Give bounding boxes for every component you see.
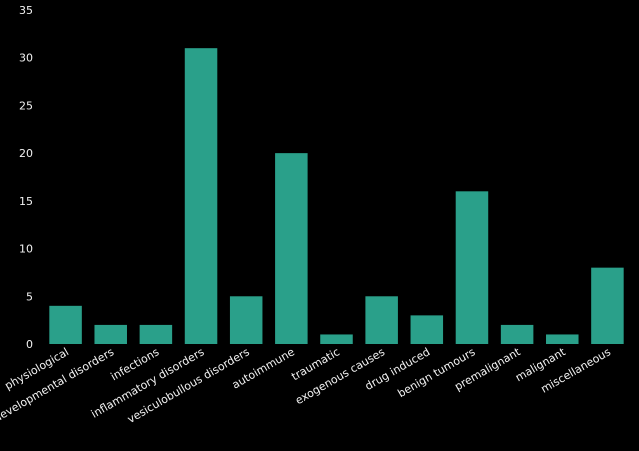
y-tick-label: 25 — [19, 99, 33, 112]
y-tick-label: 5 — [26, 290, 33, 303]
bar-physiological[interactable] — [49, 305, 82, 344]
bar-developmental-disorders[interactable] — [94, 324, 127, 344]
x-tick-label: benign tumours — [395, 345, 477, 400]
bar-autoimmune[interactable] — [275, 153, 308, 344]
bars — [49, 48, 624, 345]
y-tick-label: 20 — [19, 147, 33, 160]
bar-drug-induced[interactable] — [410, 315, 444, 344]
bar-vesiculobullous-disorders[interactable] — [229, 296, 263, 344]
y-tick-label: 35 — [19, 4, 33, 17]
y-tick-label: 30 — [19, 52, 33, 65]
y-tick-label: 15 — [19, 195, 33, 208]
bar-miscellaneous[interactable] — [591, 267, 624, 344]
bar-premalignant[interactable] — [500, 324, 534, 344]
bar-malignant[interactable] — [546, 334, 579, 344]
bar-inflammatory-disorders[interactable] — [184, 48, 218, 345]
bar-traumatic[interactable] — [320, 334, 353, 344]
y-tick-label: 10 — [19, 243, 33, 256]
bar-benign-tumours[interactable] — [455, 191, 489, 344]
y-axis: 0 5 10 15 20 25 30 35 — [19, 4, 33, 351]
y-tick-label: 0 — [26, 338, 33, 351]
bar-exogenous-causes[interactable] — [365, 296, 398, 344]
bar-infections[interactable] — [139, 324, 173, 344]
